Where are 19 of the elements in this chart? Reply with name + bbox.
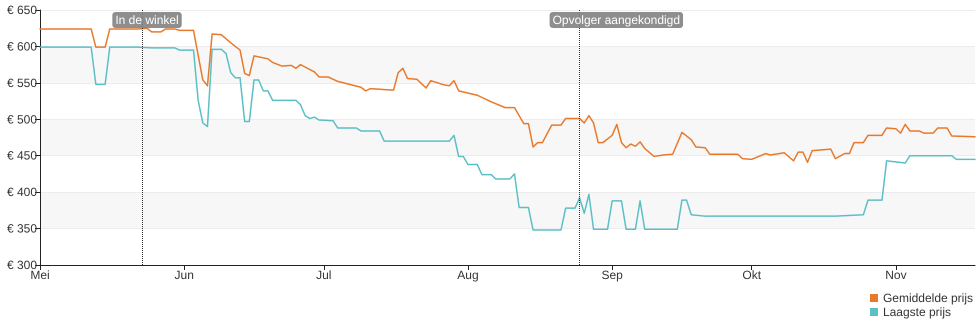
line-series	[39, 27, 976, 164]
y-tick-label: € 450	[6, 148, 38, 163]
y-tick-label: € 550	[6, 76, 38, 90]
ref-line-label: Opvolger aangekondigd	[552, 13, 680, 27]
y-tick-label: € 650	[6, 3, 38, 17]
x-tick-label: Nov	[885, 268, 907, 282]
y-tick-label: € 600	[6, 39, 38, 54]
legend-label: Gemiddelde prijs	[882, 291, 974, 305]
y-tick-label: € 400	[6, 185, 38, 200]
x-tick-label: Okt	[742, 268, 762, 282]
x-tick-label: Aug	[457, 268, 479, 282]
legend-label: Laagste prijs	[882, 305, 952, 319]
x-tick-label: Jun	[174, 268, 194, 282]
y-tick-label: € 350	[6, 222, 38, 236]
ref-line-label: In de winkel	[115, 13, 179, 27]
line-series	[39, 46, 976, 231]
y-tick-label: € 500	[6, 112, 38, 126]
x-tick-label: Jul	[316, 268, 332, 282]
x-tick-label: Sep	[601, 268, 624, 282]
